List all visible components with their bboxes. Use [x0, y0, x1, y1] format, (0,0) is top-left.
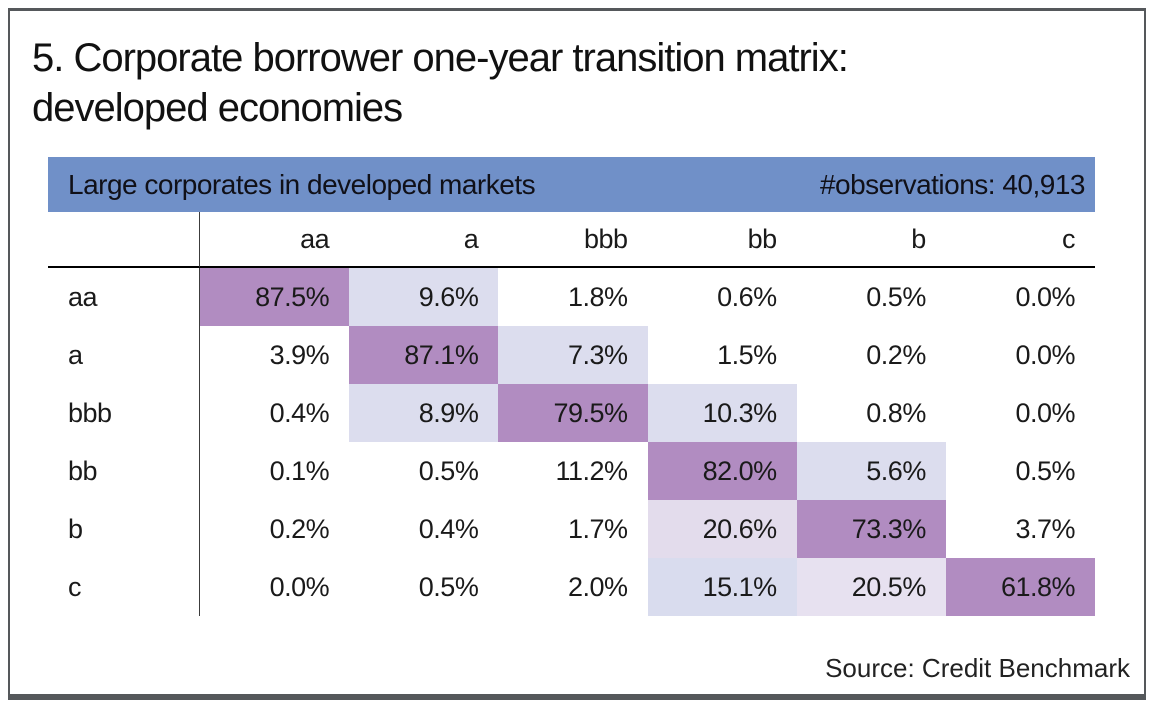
matrix-cell: 61.8%	[945, 558, 1095, 616]
matrix-cell: 0.8%	[866, 397, 926, 428]
column-header-b: b	[796, 212, 946, 268]
matrix-cell: 15.1%	[647, 558, 797, 616]
matrix-cell: 10.3%	[647, 384, 797, 442]
matrix-cell: 7.3%	[498, 326, 648, 384]
matrix-cell: 3.7%	[1015, 513, 1075, 544]
column-header-bb: bb	[647, 212, 797, 268]
figure-title-line1: 5. Corporate borrower one-year transitio…	[32, 36, 849, 80]
matrix-cell: 79.5%	[498, 384, 648, 442]
matrix-cell: 20.6%	[647, 500, 797, 558]
matrix-cell: 0.6%	[717, 281, 777, 312]
row-label-bb: bb	[48, 442, 200, 500]
row-label-b: b	[48, 500, 200, 558]
row-label-a: a	[48, 326, 200, 384]
matrix-cell: 0.5%	[1015, 455, 1075, 486]
matrix-cell: 0.2%	[269, 513, 330, 544]
matrix-corner-cell	[48, 212, 200, 268]
matrix-cell: 0.0%	[1015, 339, 1075, 370]
source-attribution: Source: Credit Benchmark	[825, 653, 1130, 683]
figure-title-line2: developed economies	[32, 86, 403, 130]
matrix-cell: 11.2%	[555, 455, 628, 486]
column-header-c: c	[945, 212, 1095, 268]
column-header-a: a	[349, 212, 499, 268]
matrix-cell: 0.1%	[269, 455, 330, 486]
matrix-cell: 0.5%	[418, 571, 479, 602]
figure-title: 5. Corporate borrower one-year transitio…	[32, 33, 1144, 133]
matrix-cell: 87.1%	[349, 326, 499, 384]
matrix-cell: 0.0%	[1015, 281, 1075, 312]
transition-matrix: aa a bbb bb b c aa 87.5% 9.6% 1.8% 0.6% …	[48, 212, 1095, 616]
column-header-aa: aa	[200, 212, 350, 268]
matrix-cell: 73.3%	[796, 500, 946, 558]
matrix-cell: 1.5%	[717, 339, 777, 370]
matrix-cell: 1.8%	[567, 281, 628, 312]
matrix-cell: 0.4%	[269, 397, 330, 428]
matrix-cell: 8.9%	[349, 384, 499, 442]
banner-observations: #observations: 40,913	[819, 168, 1086, 200]
matrix-cell: 82.0%	[647, 442, 797, 500]
matrix-cell: 0.5%	[866, 281, 926, 312]
matrix-cell: 2.0%	[567, 571, 628, 602]
matrix-cell: 0.5%	[418, 455, 479, 486]
matrix-cell: 5.6%	[796, 442, 946, 500]
matrix-cell: 0.0%	[269, 571, 330, 602]
row-label-c: c	[48, 558, 200, 616]
row-label-bbb: bbb	[48, 384, 200, 442]
matrix-cell: 0.4%	[418, 513, 479, 544]
matrix-cell: 3.9%	[269, 339, 330, 370]
banner-subtitle: Large corporates in developed markets	[68, 168, 536, 200]
matrix-cell: 1.7%	[567, 513, 628, 544]
figure-frame: 5. Corporate borrower one-year transitio…	[8, 8, 1146, 700]
matrix-cell: 20.5%	[796, 558, 946, 616]
table-banner: Large corporates in developed markets #o…	[48, 157, 1095, 212]
matrix-cell: 0.2%	[866, 339, 926, 370]
matrix-cell: 87.5%	[200, 268, 350, 326]
matrix-cell: 0.0%	[1015, 397, 1075, 428]
row-label-aa: aa	[48, 268, 200, 326]
column-header-bbb: bbb	[498, 212, 648, 268]
matrix-cell: 9.6%	[349, 268, 499, 326]
